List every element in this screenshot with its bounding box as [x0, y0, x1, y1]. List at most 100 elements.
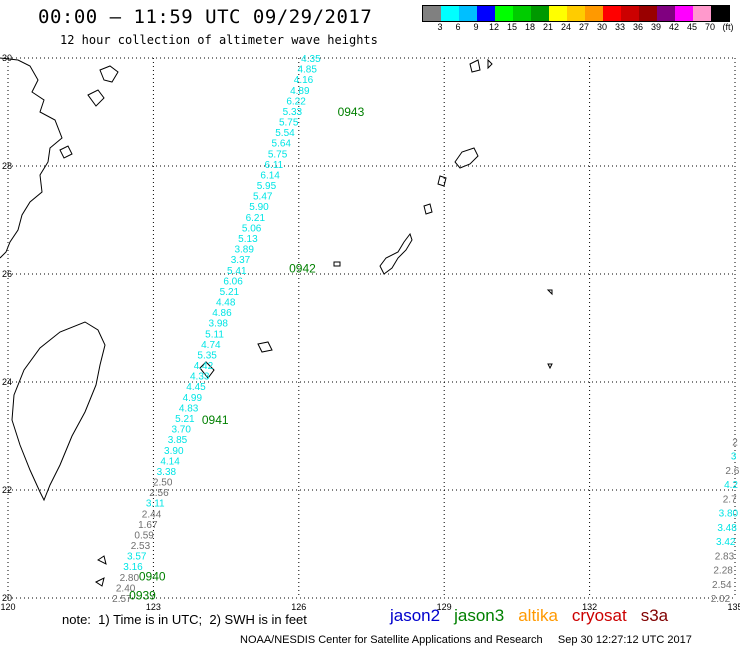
color-swatch	[459, 6, 477, 21]
color-swatch	[477, 6, 495, 21]
pass-time-label: 0941	[202, 413, 229, 427]
wave-height-value: 1.67	[138, 520, 158, 531]
wave-height-value: 2.56	[149, 488, 169, 499]
longitude-tick-label: 120	[0, 602, 15, 612]
pass-time-label: 0939	[129, 588, 156, 602]
wave-height-value: 5.21	[175, 414, 195, 425]
wave-height-value: 2.44	[142, 509, 162, 520]
color-swatch	[441, 6, 459, 21]
latitude-tick-label: 30	[2, 53, 12, 63]
color-scale-bar	[422, 5, 730, 22]
wave-height-value: 5.95	[257, 181, 277, 192]
pass-time-label: 0940	[139, 569, 166, 583]
legend-jason2: jason2	[390, 606, 441, 625]
latitude-tick-label: 22	[2, 485, 12, 495]
wave-height-value: 5.33	[283, 107, 303, 118]
okinawa-coastline	[379, 232, 413, 275]
color-swatch	[567, 6, 585, 21]
wave-height-value: 6.06	[223, 276, 243, 287]
china-coastline	[0, 57, 63, 259]
color-swatch	[495, 6, 513, 21]
map-subtitle: 12 hour collection of altimeter wave hei…	[60, 33, 378, 47]
wave-height-value: 5.90	[249, 202, 269, 213]
legend-cryosat: cryosat	[571, 606, 627, 625]
wave-height-value: 3.38	[157, 467, 177, 478]
wave-height-value: 2.02	[711, 594, 731, 605]
wave-height-value: 5.06	[242, 223, 262, 234]
wave-height-value: 3.48	[717, 523, 737, 534]
wave-height-value: 2.83	[715, 551, 735, 562]
pass-time-label: 0943	[338, 105, 365, 119]
wave-height-value: 3.89	[234, 245, 254, 256]
wave-height-value: 2	[732, 437, 738, 448]
wave-height-value: 4.33	[190, 372, 210, 383]
longitude-tick-label: 123	[146, 602, 161, 612]
wave-height-value: 3.98	[209, 319, 229, 330]
legend-jason3: jason3	[454, 606, 505, 625]
wave-height-value: 3.16	[123, 562, 143, 573]
wave-height-value: 2.53	[131, 541, 151, 552]
legend-altika: altika	[518, 606, 558, 625]
wave-height-value: 4.35	[301, 54, 321, 65]
wave-height-value: 2.50	[153, 478, 173, 489]
wave-height-value: 2.80	[120, 573, 140, 584]
wave-height-value: 4.42	[194, 361, 214, 372]
color-scale-label: 9	[473, 22, 479, 32]
wave-height-value: 4.86	[212, 308, 232, 319]
wave-height-value: 4.83	[179, 403, 199, 414]
wave-height-value: 3.37	[231, 255, 251, 266]
color-swatch	[675, 6, 693, 21]
wave-height-value: 3.57	[127, 552, 147, 563]
wave-height-value: 0.59	[134, 530, 154, 541]
wave-height-value: 5.64	[272, 139, 292, 150]
color-swatch	[621, 6, 639, 21]
wave-height-value: 4.2	[724, 480, 738, 491]
footer-credit: NOAA/NESDIS Center for Satellite Applica…	[240, 634, 692, 646]
wave-height-value: 3.70	[171, 425, 191, 436]
wave-height-value: 3	[731, 452, 737, 463]
longitude-tick-label: 129	[437, 602, 452, 612]
color-swatch	[639, 6, 657, 21]
wave-height-value: 2.28	[713, 566, 733, 577]
wave-height-value: 4.48	[216, 298, 236, 309]
pass-time-labels: 0943 0942 0941 0940 0939	[129, 105, 364, 602]
wave-height-value: 4.85	[297, 65, 317, 76]
wave-height-value: 6.11	[264, 160, 283, 171]
wave-height-value: 4.45	[186, 382, 206, 393]
wave-height-value: 5.47	[253, 192, 273, 203]
color-scale-label: 24	[560, 22, 572, 32]
map-title: 00:00 – 11:59 UTC 09/29/2017	[38, 6, 373, 28]
wave-height-value: 6.22	[286, 96, 306, 107]
satellite-legend: jason2 jason3 altika cryosat s3a	[390, 606, 682, 626]
color-swatch	[513, 6, 531, 21]
color-scale-label: (ft)	[722, 22, 734, 32]
color-swatch	[693, 6, 711, 21]
color-scale-label: 3	[437, 22, 443, 32]
wave-height-value: 3.80	[719, 509, 739, 520]
latitude-tick-label: 26	[2, 269, 12, 279]
altimeter-tracks: 4.354.854.164.896.225.335.755.545.645.75…	[112, 54, 740, 605]
longitude-tick-label: 132	[582, 602, 597, 612]
color-scale-label: 6	[455, 22, 461, 32]
color-swatch	[531, 6, 549, 21]
wave-height-value: 3.11	[146, 499, 165, 510]
pass-time-label: 0942	[289, 262, 316, 276]
latitude-tick-label: 28	[2, 161, 12, 171]
color-scale-labels: 3 6 9 12 15 18 21 24 27 30 33 36 39 42 45 70 (ft)	[422, 22, 740, 34]
wave-height-value: 4.74	[201, 340, 221, 351]
color-scale-label: 18	[524, 22, 536, 32]
color-scale-label: 30	[596, 22, 608, 32]
color-scale-label: 27	[578, 22, 590, 32]
footer-note: note: 1) Time is in UTC; 2) SWH is in fe…	[62, 612, 307, 627]
wave-height-value: 5.11	[205, 329, 224, 340]
color-swatch	[711, 6, 729, 21]
longitude-tick-label: 126	[291, 602, 306, 612]
latitude-tick-label: 24	[2, 377, 12, 387]
color-scale-label: 12	[488, 22, 500, 32]
color-scale-label: 33	[614, 22, 626, 32]
color-swatch	[603, 6, 621, 21]
color-scale-label: 15	[506, 22, 518, 32]
color-swatch	[423, 6, 441, 21]
wave-height-value: 5.75	[279, 118, 299, 129]
color-swatch	[549, 6, 567, 21]
